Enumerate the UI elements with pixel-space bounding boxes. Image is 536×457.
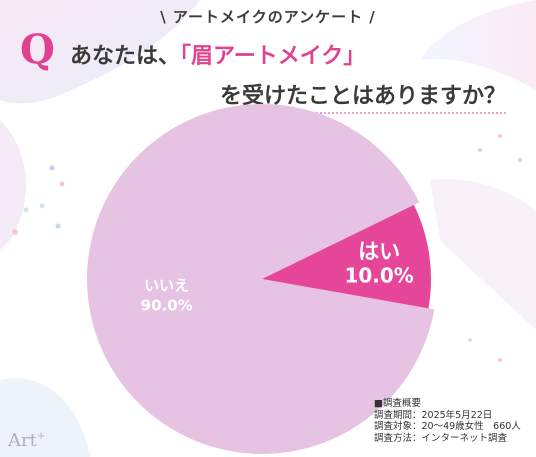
- question-line-1: あなたは、「眉アートメイク」: [70, 38, 365, 70]
- survey-target: 調査対象：20〜49歳女性 660人: [374, 421, 521, 432]
- slice-label-yes: はい: [358, 240, 400, 264]
- survey-method: 調査方法：インターネット調査: [374, 432, 508, 444]
- slice-value-no: 90.0%: [141, 296, 193, 314]
- slice-value-yes: 10.0%: [344, 264, 413, 288]
- question-highlight: 「眉アートメイク」: [180, 44, 366, 69]
- brand-logo: Art+: [8, 430, 45, 451]
- pie-slice-yes: [262, 204, 431, 309]
- question-mark-q: Q: [20, 26, 55, 73]
- logo-plus: +: [36, 431, 46, 442]
- pie-slice-no: [87, 104, 435, 455]
- survey-header: \ アートメイクのアンケート /: [160, 8, 376, 26]
- survey-period: 調査期間：2025年5月22日: [374, 409, 493, 421]
- question-prefix: あなたは、: [70, 44, 181, 69]
- survey-heading: ■調査概要: [374, 398, 421, 409]
- slice-label-no: いいえ: [144, 276, 189, 294]
- logo-text: Art: [8, 430, 37, 451]
- survey-summary: ■調査概要 調査期間：2025年5月22日 調査対象：20〜49歳女性 660人…: [374, 398, 521, 444]
